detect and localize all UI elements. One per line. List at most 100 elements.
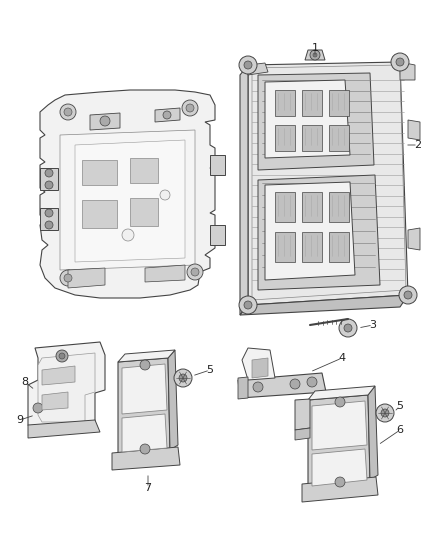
Polygon shape [40,90,215,298]
Polygon shape [368,386,378,480]
Circle shape [310,50,320,60]
Polygon shape [248,63,268,75]
Polygon shape [40,168,58,190]
Circle shape [64,108,72,116]
Polygon shape [329,192,349,222]
Circle shape [376,404,394,422]
Circle shape [45,169,53,177]
Text: 8: 8 [21,377,28,387]
Circle shape [59,353,65,359]
Polygon shape [408,228,420,250]
Text: 2: 2 [414,140,421,150]
Circle shape [391,53,409,71]
Polygon shape [42,366,75,385]
Circle shape [335,397,345,407]
Circle shape [339,319,357,337]
Polygon shape [400,62,415,80]
Circle shape [239,296,257,314]
Polygon shape [38,353,95,422]
Circle shape [244,61,252,69]
Bar [130,198,158,226]
Circle shape [60,270,76,286]
Polygon shape [210,225,225,245]
Text: 6: 6 [396,425,403,435]
Circle shape [174,369,192,387]
Circle shape [56,350,68,362]
Polygon shape [265,80,350,158]
Polygon shape [68,268,105,288]
Circle shape [186,104,194,112]
Circle shape [45,209,53,217]
Text: 7: 7 [145,483,152,493]
Polygon shape [238,377,248,399]
Circle shape [140,360,150,370]
Polygon shape [238,373,326,398]
Polygon shape [302,477,378,502]
Polygon shape [42,392,68,410]
Circle shape [187,264,203,280]
Circle shape [45,181,53,189]
Circle shape [404,291,412,299]
Polygon shape [145,265,185,282]
Bar [130,158,158,183]
Circle shape [344,324,352,332]
Polygon shape [302,232,322,262]
Polygon shape [168,350,178,450]
Polygon shape [122,414,167,452]
Circle shape [160,190,170,200]
Circle shape [244,301,252,309]
Polygon shape [248,62,408,305]
Polygon shape [275,90,295,116]
Polygon shape [308,395,370,486]
Polygon shape [240,65,248,315]
Circle shape [335,477,345,487]
Polygon shape [118,350,175,362]
Circle shape [313,53,317,57]
Polygon shape [302,90,322,116]
Polygon shape [240,295,408,315]
Circle shape [399,286,417,304]
Circle shape [191,268,199,276]
Polygon shape [302,125,322,151]
Polygon shape [258,73,374,170]
Polygon shape [155,108,180,122]
Polygon shape [329,90,349,116]
Polygon shape [252,358,268,378]
Circle shape [140,444,150,454]
Polygon shape [329,232,349,262]
Text: 5: 5 [206,365,213,375]
Circle shape [64,274,72,282]
Polygon shape [275,192,295,222]
Circle shape [290,379,300,389]
Circle shape [253,382,263,392]
Polygon shape [60,130,195,270]
Circle shape [381,409,389,417]
Circle shape [60,104,76,120]
Polygon shape [408,120,420,140]
Circle shape [100,116,110,126]
Polygon shape [210,155,225,175]
Text: 4: 4 [339,353,346,363]
Text: 3: 3 [370,320,377,330]
Circle shape [45,221,53,229]
Polygon shape [28,342,105,432]
Polygon shape [329,125,349,151]
Polygon shape [295,399,310,430]
Polygon shape [275,232,295,262]
Polygon shape [90,113,120,130]
Polygon shape [305,50,325,60]
Bar [82,160,117,185]
Circle shape [179,374,187,382]
Polygon shape [118,358,170,455]
Bar [82,200,117,228]
Circle shape [239,56,257,74]
Circle shape [396,58,404,66]
Text: 5: 5 [396,401,403,411]
Polygon shape [312,449,367,486]
Polygon shape [302,192,322,222]
Text: 1: 1 [311,43,318,53]
Polygon shape [312,401,367,450]
Circle shape [33,403,43,413]
Circle shape [122,229,134,241]
Circle shape [182,100,198,116]
